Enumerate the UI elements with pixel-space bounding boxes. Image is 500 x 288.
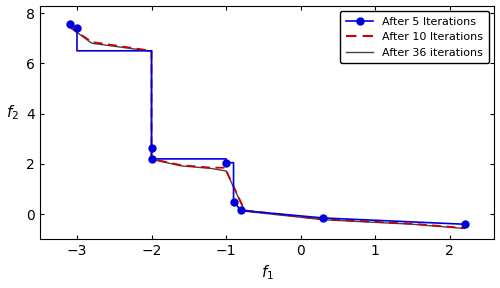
X-axis label: $f_1$: $f_1$ xyxy=(260,264,274,283)
Y-axis label: $f_2$: $f_2$ xyxy=(6,104,18,122)
Legend: After 5 Iterations, After 10 Iterations, After 36 iterations: After 5 Iterations, After 10 Iterations,… xyxy=(340,11,489,63)
